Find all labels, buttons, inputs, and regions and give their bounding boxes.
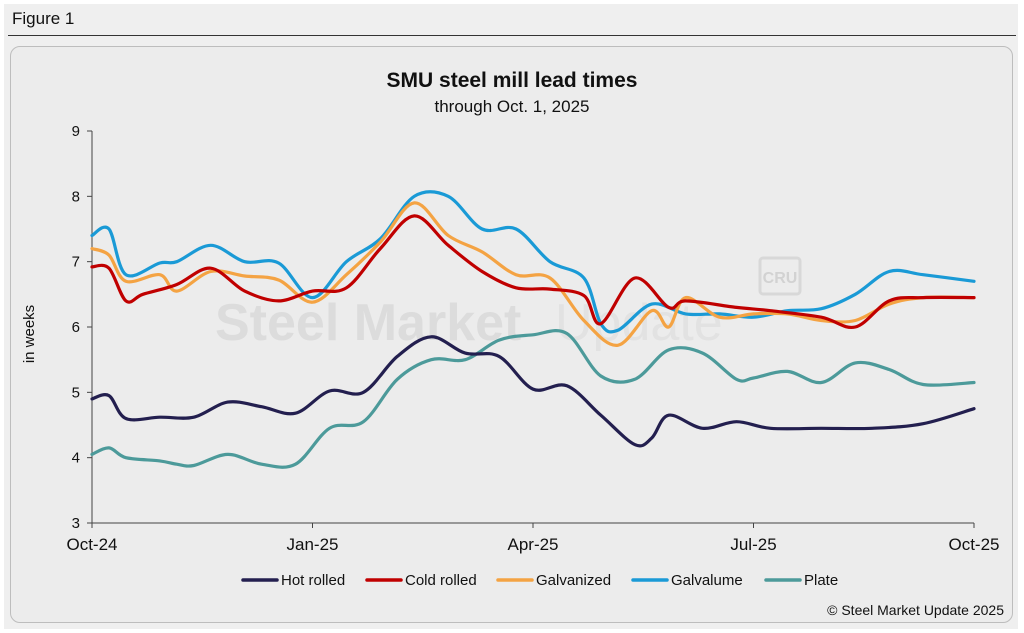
y-tick-label: 5 — [72, 384, 80, 401]
y-ticks: 3 4 5 6 7 8 9 — [72, 123, 92, 532]
y-tick-label: 8 — [72, 188, 80, 205]
figure-label: Figure 1 — [12, 9, 75, 28]
y-tick-label: 9 — [72, 123, 80, 140]
series-line-plate — [90, 329, 976, 469]
series-line-galvanized — [90, 201, 976, 347]
series-line-galvalume — [90, 190, 976, 334]
legend-label-galvanized: Galvanized — [536, 572, 611, 589]
legend-label-cold-rolled: Cold rolled — [405, 572, 477, 589]
x-tick-label: Oct-25 — [948, 535, 999, 554]
figure-divider — [8, 35, 1016, 36]
x-tick-label: Apr-25 — [507, 535, 558, 554]
x-tick-label: Jan-25 — [287, 535, 339, 554]
series-line-cold-rolled — [90, 214, 976, 330]
legend-label-hot-rolled: Hot rolled — [281, 572, 345, 589]
x-tick-label: Jul-25 — [730, 535, 776, 554]
watermark-brand-bold: Steel Market — [215, 294, 521, 352]
copyright: © Steel Market Update 2025 — [827, 602, 1004, 618]
legend-label-plate: Plate — [804, 572, 838, 589]
series-line-hot-rolled — [90, 335, 976, 448]
chart-subtitle: through Oct. 1, 2025 — [435, 97, 590, 116]
legend: Hot rolled Cold rolled Galvanized Galvalume… — [241, 572, 838, 589]
series-lines — [90, 190, 976, 469]
y-tick-label: 3 — [72, 515, 80, 532]
watermark-logo: CRU — [763, 270, 798, 287]
x-ticks: Oct-24 Jan-25 Apr-25 Jul-25 Oct-25 — [66, 523, 1000, 554]
legend-label-galvalume: Galvalume — [671, 572, 743, 589]
x-tick-label: Oct-24 — [66, 535, 117, 554]
watermark-logo-box — [758, 256, 802, 296]
y-tick-label: 6 — [72, 319, 80, 336]
y-tick-label: 7 — [72, 254, 80, 271]
y-tick-label: 4 — [72, 450, 80, 467]
chart-title: SMU steel mill lead times — [387, 69, 638, 92]
y-axis-label: in weeks — [21, 305, 38, 363]
chart-panel — [10, 46, 1013, 623]
